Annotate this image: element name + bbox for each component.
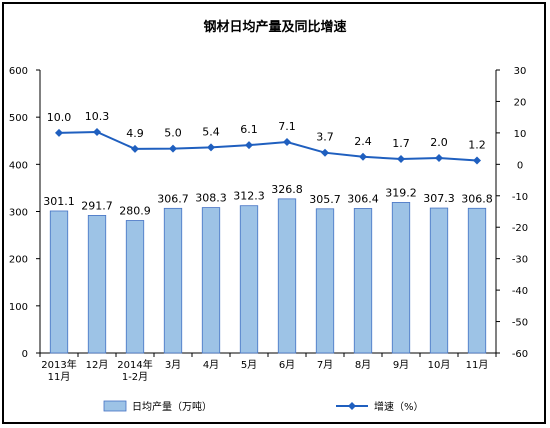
x-tick-label: 3月 — [165, 359, 181, 371]
growth-point — [131, 144, 139, 153]
bar — [125, 220, 145, 354]
y-right-tick-label: -60 — [512, 349, 528, 360]
bar-value-label: 301.1 — [43, 195, 75, 208]
y-left-tick-label: 200 — [9, 255, 28, 266]
growth-value-label: 5.4 — [202, 125, 220, 138]
growth-point — [283, 138, 291, 147]
x-tick-label: 5月 — [241, 359, 257, 371]
bar — [87, 215, 107, 354]
y-right-tick-label: 0 — [517, 160, 523, 171]
growth-value-label: 10.0 — [47, 111, 72, 124]
growth-point — [397, 154, 405, 163]
bar — [315, 208, 335, 354]
x-tick-label: 1-2月 — [122, 371, 148, 383]
y-right-tick-label: 10 — [514, 129, 527, 140]
y-right-tick-label: 30 — [514, 66, 527, 77]
y-right-tick-label: 20 — [514, 97, 527, 108]
y-left-tick-label: 0 — [22, 349, 28, 360]
growth-line — [58, 130, 478, 162]
y-right-tick-label: -30 — [512, 255, 528, 266]
bar-value-label: 306.7 — [157, 192, 189, 205]
bar — [429, 207, 449, 354]
data-labels-group: 301.1 291.7 280.9 306.7 308.3 312.3 326.8 305.7… — [43, 110, 493, 218]
growth-value-label: 3.7 — [316, 131, 334, 144]
legend-line-marker — [348, 402, 356, 410]
growth-value-label: 1.7 — [392, 137, 410, 150]
line-series-group — [55, 127, 481, 165]
bar-value-label: 280.9 — [119, 205, 151, 218]
growth-point — [359, 152, 367, 161]
growth-point — [473, 156, 481, 165]
bar — [353, 208, 373, 354]
growth-point — [245, 141, 253, 150]
x-tick-label: 2013年 — [41, 358, 76, 371]
y-right-tick-label: -10 — [512, 192, 528, 203]
x-tick-label: 8月 — [355, 359, 371, 371]
legend-label-bar: 日均产量（万吨） — [132, 400, 212, 413]
bar — [163, 207, 183, 354]
growth-value-label: 5.0 — [164, 127, 182, 140]
growth-value-label: 2.0 — [430, 136, 448, 149]
y-left-tick-label: 500 — [9, 113, 28, 124]
growth-point — [55, 128, 63, 137]
bar-value-label: 306.8 — [461, 192, 493, 205]
bar — [201, 207, 221, 354]
y-left-tick-label: 100 — [9, 302, 28, 313]
y-left-tick-label: 400 — [9, 160, 28, 171]
chart-title: 钢材日均产量及同比增速 — [203, 19, 346, 35]
y-left-tick-label: 300 — [9, 208, 28, 219]
x-tick-label: 12月 — [86, 359, 109, 371]
bar-value-label: 305.7 — [309, 193, 341, 206]
growth-value-label: 1.2 — [468, 139, 486, 152]
y-right-tick-label: -20 — [512, 223, 528, 234]
legend-label-line: 增速（%） — [374, 400, 424, 413]
bars-group — [49, 198, 487, 354]
bar-value-label: 307.3 — [423, 192, 455, 205]
x-tick-label: 11月 — [48, 371, 71, 383]
x-tick-label: 9月 — [393, 359, 409, 371]
growth-point — [321, 148, 329, 157]
y-left-tick-label: 600 — [9, 66, 28, 77]
growth-point — [169, 144, 177, 153]
x-tick-label: 4月 — [203, 359, 219, 371]
growth-point — [207, 143, 215, 152]
bar-value-label: 319.2 — [385, 186, 417, 199]
bar-value-label: 291.7 — [81, 199, 113, 212]
growth-value-label: 2.4 — [354, 135, 372, 148]
y-right-tick-label: -40 — [512, 286, 528, 297]
bar-value-label: 306.4 — [347, 192, 379, 205]
growth-point — [93, 127, 101, 136]
bar — [277, 198, 297, 354]
x-tick-label: 6月 — [279, 359, 295, 371]
legend: 日均产量（万吨） 增速（%） — [103, 400, 424, 413]
bar — [239, 205, 259, 354]
growth-value-label: 7.1 — [278, 120, 296, 133]
x-tick-label: 11月 — [466, 359, 489, 371]
growth-value-label: 6.1 — [240, 123, 258, 136]
growth-value-label: 10.3 — [85, 110, 110, 123]
bar — [391, 202, 411, 354]
y-right-tick-label: -50 — [512, 318, 528, 329]
growth-value-label: 4.9 — [126, 127, 144, 140]
bar-value-label: 326.8 — [271, 183, 303, 196]
bar-value-label: 312.3 — [233, 190, 265, 203]
growth-point — [435, 154, 443, 163]
axes-group: 0 100 200 300 400 500 600 -60 -50 -40 -30 -20 -10 0 10… — [9, 66, 528, 383]
bar — [467, 207, 487, 354]
x-tick-label: 7月 — [317, 359, 333, 371]
x-tick-label: 10月 — [428, 359, 451, 371]
legend-swatch-bar — [103, 400, 127, 412]
bar — [49, 210, 69, 354]
x-tick-label: 2014年 — [117, 358, 152, 371]
chart-frame — [2, 2, 546, 424]
bar-value-label: 308.3 — [195, 192, 227, 205]
